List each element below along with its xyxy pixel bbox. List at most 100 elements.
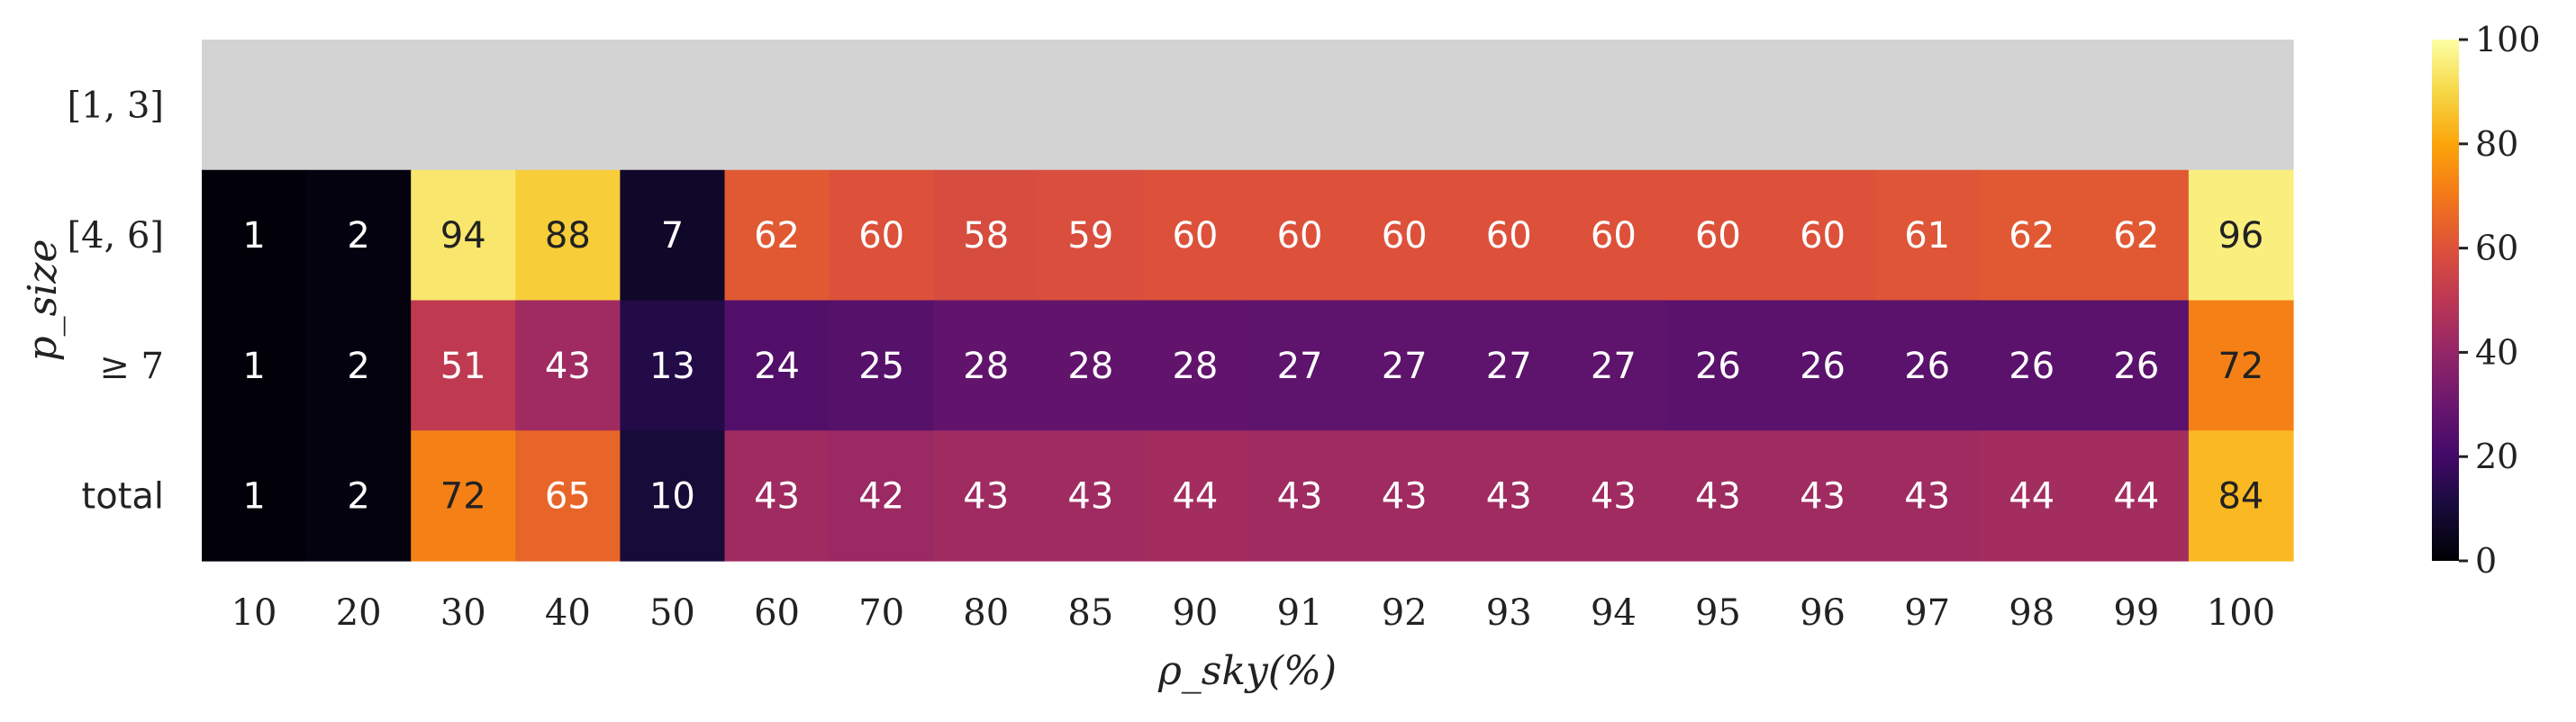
x-axis-label: ρ_sky(%) <box>1157 648 1337 694</box>
cell-value-label: 61 <box>1904 215 1950 257</box>
y-axis-label: p_size <box>20 239 66 361</box>
colorbar-tick-label: 40 <box>2475 332 2518 372</box>
cell-value-label: 60 <box>1695 215 1741 257</box>
heatmap-cell <box>202 300 307 431</box>
heatmap-cell <box>1665 300 1772 431</box>
x-tick-label: 50 <box>649 592 695 634</box>
colorbar: 0 20 40 60 80 100 <box>2432 20 2541 581</box>
heatmap-cell <box>306 40 412 171</box>
heatmap-cell <box>1352 430 1457 562</box>
heatmap-cell <box>515 300 621 431</box>
cell-value-label: 1 <box>242 346 265 387</box>
heatmap-cell <box>1874 300 1981 431</box>
cell-value-label: 60 <box>1800 215 1846 257</box>
heatmap-cell <box>2188 300 2294 431</box>
cell-value-label: 43 <box>545 346 591 387</box>
x-tick-label: 30 <box>440 592 486 634</box>
heatmap-cell <box>202 169 307 302</box>
y-tick-label: [4, 6] <box>67 215 164 257</box>
cell-value-label: 26 <box>1904 346 1950 387</box>
heatmap-cell <box>1665 40 1772 171</box>
cell-value-label: 26 <box>1695 346 1741 387</box>
x-tick-labels: 10 20 30 40 50 60 70 80 85 90 91 92 93 94 95 96 97 98 99 10… <box>231 592 2276 634</box>
cell-value-label: 44 <box>2009 476 2054 518</box>
heatmap-cell <box>2188 430 2294 562</box>
cell-value-label: 43 <box>1486 476 1532 518</box>
cell-value-label: 62 <box>754 215 800 257</box>
heatmap-cell <box>1665 169 1772 302</box>
cell-value-label: 2 <box>347 476 369 518</box>
cell-value-label: 43 <box>1904 476 1950 518</box>
cell-value-label: 62 <box>2113 215 2159 257</box>
heatmap-cell <box>1874 169 1981 302</box>
x-tick-label: 99 <box>2113 592 2159 634</box>
colorbar-tick-label: 60 <box>2475 229 2518 268</box>
heatmap-cell <box>1561 40 1666 171</box>
cell-value-label: 27 <box>1277 346 1323 387</box>
x-tick-label: 97 <box>1904 592 1950 634</box>
cell-value-label: 1 <box>242 215 265 257</box>
cell-value-label: 27 <box>1591 346 1637 387</box>
heatmap-cell <box>515 169 621 302</box>
heatmap-cell <box>1561 169 1666 302</box>
heatmap-cell <box>306 430 412 562</box>
x-tick-label: 60 <box>754 592 800 634</box>
heatmap-cell <box>2083 300 2190 431</box>
heatmap-cell <box>724 300 830 431</box>
heatmap-cell <box>829 40 935 171</box>
cell-value-label: 43 <box>1382 476 1428 518</box>
y-tick-labels: [1, 3] [4, 6] ≥ 7 total <box>67 85 164 517</box>
cell-value-label: 59 <box>1067 215 1113 257</box>
x-tick-label: 10 <box>231 592 277 634</box>
heatmap-cell <box>1456 300 1562 431</box>
heatmap-cell <box>1247 300 1353 431</box>
cell-value-label: 43 <box>1800 476 1846 518</box>
heatmap-cell <box>829 300 935 431</box>
heatmap-cell <box>1874 430 1981 562</box>
heatmap-cell <box>1979 169 2085 302</box>
cell-value-label: 2 <box>347 346 369 387</box>
x-tick-label: 20 <box>336 592 382 634</box>
heatmap-cell <box>724 169 830 302</box>
heatmap-cell <box>1142 169 1248 302</box>
cell-value-label: 26 <box>2009 346 2054 387</box>
cell-value-label: 1 <box>242 476 265 518</box>
heatmap-cell <box>411 169 516 302</box>
x-tick-label: 93 <box>1486 592 1532 634</box>
heatmap-cell <box>1665 430 1772 562</box>
x-tick-label: 85 <box>1067 592 1113 634</box>
heatmap-cell <box>1874 40 1981 171</box>
x-tick-label: 94 <box>1591 592 1637 634</box>
x-tick-label: 80 <box>963 592 1009 634</box>
heatmap-cell <box>306 300 412 431</box>
x-tick-label: 90 <box>1172 592 1218 634</box>
heatmap-cell <box>1770 300 1876 431</box>
cell-value-label: 60 <box>1591 215 1637 257</box>
heatmap-cell <box>1456 430 1562 562</box>
heatmap-cell <box>1247 40 1353 171</box>
heatmap-cell <box>724 430 830 562</box>
heatmap-cell <box>202 430 307 562</box>
cell-value-label: 2 <box>347 215 369 257</box>
x-tick-label: 70 <box>858 592 904 634</box>
heatmap-cell <box>306 169 412 302</box>
heatmap-cell <box>2083 430 2190 562</box>
y-tick-label: ≥ 7 <box>99 346 164 387</box>
heatmap-cell <box>933 40 1039 171</box>
cell-value-label: 26 <box>2113 346 2159 387</box>
heatmap-cell <box>1247 430 1353 562</box>
cell-value-label: 43 <box>1591 476 1637 518</box>
x-tick-label: 98 <box>2009 592 2054 634</box>
cell-value-label: 10 <box>649 476 695 518</box>
cell-value-label: 43 <box>754 476 800 518</box>
heatmap-cell <box>411 300 516 431</box>
cell-value-label: 60 <box>1172 215 1218 257</box>
cell-value-label: 60 <box>858 215 904 257</box>
heatmap-cell <box>411 40 516 171</box>
heatmap-cell <box>2188 40 2294 171</box>
heatmap-cell <box>1979 430 2085 562</box>
cell-value-label: 60 <box>1382 215 1428 257</box>
x-tick-label: 91 <box>1277 592 1323 634</box>
heatmap-cell <box>2188 169 2294 302</box>
